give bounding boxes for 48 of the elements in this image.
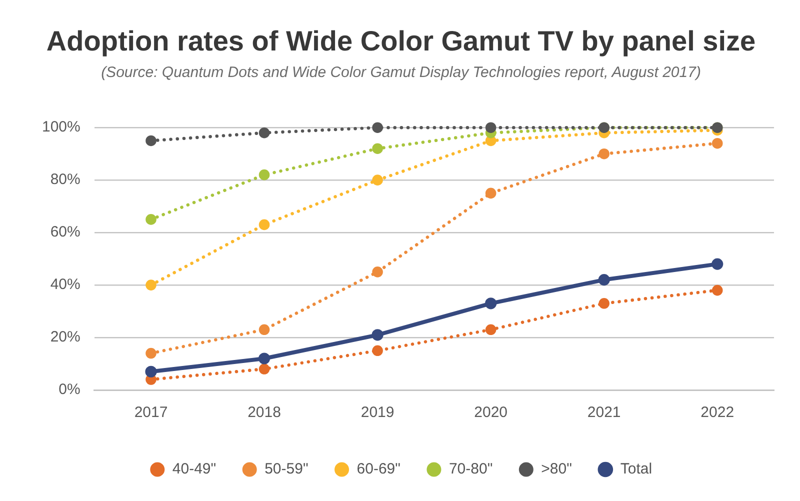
point	[146, 214, 156, 225]
legend-label: 40-49"	[172, 460, 216, 478]
y-tick-label: 0%	[58, 381, 80, 398]
point	[598, 298, 610, 309]
point	[258, 127, 270, 138]
x-tick-label: 2022	[700, 404, 734, 422]
point	[258, 169, 270, 180]
x-tick-label: 2017	[134, 404, 168, 422]
point	[598, 148, 610, 160]
point	[485, 298, 497, 310]
point	[372, 266, 383, 278]
y-tick-label: 40%	[50, 276, 80, 294]
point	[485, 122, 496, 133]
point	[258, 364, 270, 374]
point	[258, 352, 270, 364]
point	[485, 188, 496, 199]
point	[598, 274, 610, 286]
y-tick-label: 80%	[50, 171, 80, 188]
point	[258, 219, 270, 230]
point	[145, 366, 157, 378]
point	[372, 143, 383, 154]
legend-label: >80"	[541, 460, 572, 478]
point	[146, 280, 156, 290]
x-tick-label: 2021	[587, 404, 621, 422]
point	[146, 348, 156, 359]
y-tick-label: 100%	[42, 118, 80, 136]
point	[146, 135, 156, 146]
legend-label: 50-59"	[264, 460, 308, 478]
x-tick-label: 2020	[474, 404, 508, 422]
point	[258, 324, 270, 336]
y-tick-label: 20%	[50, 328, 80, 346]
legend-label: 70-80"	[448, 460, 493, 478]
point	[372, 329, 384, 341]
x-tick-label: 2018	[248, 404, 281, 422]
legend-label: 60-69"	[356, 460, 400, 478]
chart-title: Adoption rates of Wide Color Gamut TV by panel size	[46, 26, 756, 57]
point	[712, 258, 724, 270]
point	[372, 345, 383, 356]
point	[712, 138, 723, 149]
y-tick-label: 60%	[50, 224, 80, 241]
point	[712, 284, 723, 296]
chart-subtitle: (Source: Quantum Dots and Wide Color Gamut Display Technologies report, August 2017)	[101, 64, 701, 81]
point	[485, 135, 496, 146]
x-tick-label: 2019	[360, 404, 394, 422]
point	[372, 174, 383, 186]
legend-label: Total	[620, 460, 652, 478]
point	[485, 324, 496, 336]
point	[372, 122, 383, 133]
